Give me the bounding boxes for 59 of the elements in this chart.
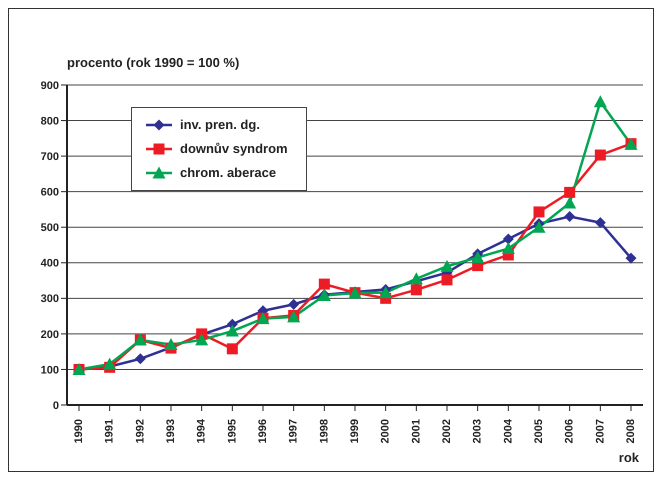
point (471, 250, 484, 263)
y-tick-label: 900 (40, 80, 59, 92)
x-tick-label: 2006 (564, 419, 576, 444)
y-tick-label: 700 (40, 151, 59, 164)
x-tick-label: 1991 (104, 419, 116, 444)
y-tick-label: 500 (40, 222, 59, 234)
y-tick-label: 100 (40, 364, 59, 376)
point (502, 233, 514, 244)
point (564, 186, 576, 198)
point (594, 95, 607, 108)
x-tick-label: 2000 (380, 419, 392, 444)
point (563, 196, 576, 209)
point (594, 217, 606, 228)
x-tick-label: 2008 (625, 419, 637, 444)
x-tick-label: 1997 (288, 419, 300, 444)
x-tick-label: 2002 (441, 419, 453, 444)
y-tick-label: 800 (40, 115, 59, 128)
point (226, 343, 238, 354)
x-tick-label: 1992 (134, 419, 146, 444)
point (410, 284, 422, 296)
legend-label: inv. pren. dg. (180, 116, 260, 134)
x-axis-title: rok (618, 450, 639, 465)
legend-label: downův syndrom (180, 140, 288, 158)
point (534, 206, 544, 218)
point (103, 358, 116, 370)
point (379, 286, 392, 298)
point (318, 278, 330, 290)
point (564, 211, 576, 222)
x-tick-label: 2005 (533, 419, 545, 444)
x-tick-label: 2007 (594, 419, 606, 444)
point (226, 324, 239, 337)
point (626, 252, 636, 264)
point (164, 338, 178, 350)
y-tick-label: 0 (52, 400, 59, 412)
point (532, 220, 546, 233)
y-tick-label: 600 (40, 186, 59, 199)
point (594, 150, 606, 161)
y-tick-label: 200 (40, 328, 59, 341)
y-axis-title: procento (rok 1990 = 100 %) (67, 55, 240, 70)
x-tick-label: 1990 (73, 419, 85, 444)
point (440, 260, 454, 272)
x-tick-label: 2001 (410, 419, 422, 444)
x-tick-label: 1995 (226, 419, 238, 444)
legend-label: chrom. aberace (180, 164, 276, 182)
x-tick-label: 2004 (502, 418, 514, 444)
x-tick-label: 1994 (196, 418, 208, 444)
point (442, 274, 452, 286)
x-tick-label: 1998 (318, 419, 330, 444)
point (502, 242, 515, 254)
x-tick-label: 2003 (472, 419, 484, 444)
y-tick-label: 300 (40, 293, 59, 306)
x-tick-label: 1996 (257, 419, 269, 444)
point (134, 353, 146, 364)
x-tick-label: 1993 (165, 419, 177, 444)
point (288, 298, 300, 310)
point (195, 333, 208, 346)
x-tick-label: 1999 (349, 419, 361, 444)
y-tick-label: 400 (40, 258, 59, 270)
point (410, 272, 423, 284)
